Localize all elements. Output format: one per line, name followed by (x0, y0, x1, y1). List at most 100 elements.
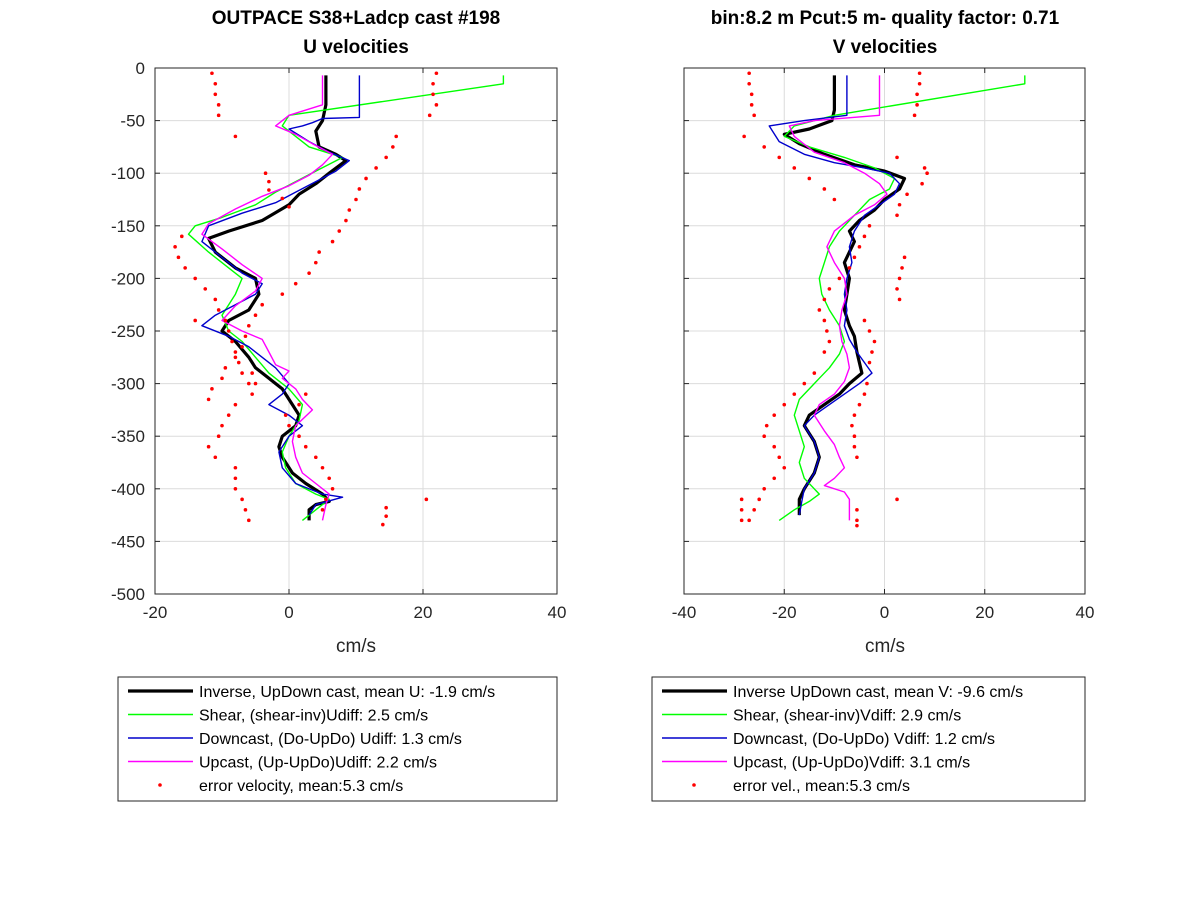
u-error-point (287, 205, 291, 209)
v-legend-label: Shear, (shear-inv)Vdiff: 2.9 cm/s (733, 708, 961, 725)
u-x-tick-label: -20 (143, 603, 168, 622)
v-error-point (862, 392, 867, 396)
u-chart-subtitle: U velocities (303, 37, 409, 58)
u-series-line-1 (187, 75, 505, 521)
u-error-point (303, 444, 308, 449)
v-error-point (852, 444, 857, 449)
u-error-point (324, 497, 328, 502)
u-error-point (210, 71, 214, 76)
v-error-point (857, 402, 862, 407)
u-x-tick-label: 40 (548, 603, 567, 622)
u-y-tick-label: -200 (111, 269, 145, 288)
v-error-point (855, 455, 859, 460)
v-error-point (895, 213, 899, 218)
u-error-point (283, 413, 288, 417)
u-legend-box (117, 676, 558, 802)
v-error-point (867, 360, 872, 365)
v-error-point (857, 245, 862, 249)
v-error-point (822, 187, 827, 191)
u-y-tick-label: -50 (120, 112, 145, 131)
v-error-point (912, 113, 917, 118)
u-error-point (431, 81, 435, 86)
v-legend-label: error vel., mean:5.3 cm/s (733, 778, 910, 795)
u-error-point (364, 176, 368, 181)
v-error-point (897, 276, 902, 281)
u-legend-marker (158, 783, 162, 787)
u-error-point (287, 423, 291, 428)
u-y-tick-label: -400 (111, 480, 145, 499)
u-y-tick-label: -350 (111, 427, 145, 446)
u-x-axis-label: cm/s (336, 636, 376, 657)
u-ticks: -20 0 20 400-50-100-150-200-250-300-350-400… (111, 59, 566, 622)
v-error-point (747, 71, 751, 76)
u-error-point (220, 423, 224, 428)
u-x-tick-label: 20 (414, 603, 433, 622)
u-error-point (233, 476, 238, 481)
v-error-point (777, 455, 782, 460)
u-error-point (193, 318, 197, 323)
v-error-point (862, 234, 867, 239)
v-error-point (749, 103, 754, 107)
u-error-point (320, 508, 325, 512)
u-plot-area: -20 0 20 400-50-100-150-200-250-300-350-400… (111, 59, 566, 622)
v-x-tick-label: 0 (880, 603, 889, 622)
v-error-point (915, 103, 919, 107)
u-error-point (213, 92, 218, 97)
u-error-point (233, 350, 238, 354)
u-error-point (233, 355, 238, 360)
u-error-point (213, 455, 218, 460)
u-error-point (240, 497, 244, 502)
v-error-point (825, 329, 829, 333)
v-error-point (917, 71, 922, 76)
v-legend-box (651, 676, 1086, 802)
v-error-point (827, 287, 832, 291)
u-error-point (173, 245, 177, 249)
u-error-point (216, 434, 221, 439)
v-error-point (852, 434, 857, 439)
v-error-point (832, 197, 837, 202)
u-error-point (213, 81, 218, 86)
u-error-point (247, 323, 251, 328)
v-error-point (747, 81, 751, 86)
v-error-point (762, 434, 766, 439)
v-chart-title: bin:8.2 m Pcut:5 m- quality factor: 0.71 (711, 8, 1060, 29)
v-error-point (895, 155, 899, 160)
v-error-point (807, 176, 812, 181)
u-y-tick-label: -300 (111, 375, 145, 394)
v-error-point (902, 255, 907, 260)
u-error-point (384, 505, 388, 510)
u-error-point (434, 103, 439, 107)
v-error-point (822, 350, 827, 354)
u-error-point (381, 522, 385, 527)
v-error-point (865, 381, 869, 386)
u-error-point (233, 465, 238, 470)
v-error-point (867, 224, 872, 228)
v-error-point (862, 318, 867, 323)
v-error-point (897, 202, 902, 207)
u-error-point (206, 397, 211, 402)
v-error-point (742, 134, 746, 139)
u-y-tick-label: -150 (111, 217, 145, 236)
v-error-point (764, 423, 769, 428)
v-error-point (852, 255, 857, 260)
u-error-point (394, 134, 399, 139)
u-error-point (330, 239, 335, 244)
v-legend-label: Upcast, (Up-UpDo)Vdiff: 3.1 cm/s (733, 755, 970, 772)
v-error-point (792, 166, 797, 170)
u-y-tick-label: -450 (111, 532, 145, 551)
v-error-point (915, 92, 919, 97)
u-legend-label: Inverse, UpDown cast, mean U: -1.9 cm/s (199, 684, 495, 701)
u-error-point (267, 179, 271, 184)
v-velocity-panel: bin:8.2 m Pcut:5 m- quality factor: 0.71… (672, 8, 1095, 657)
u-series-line-0 (207, 75, 348, 521)
u-error-point (233, 402, 238, 407)
u-error-point (320, 465, 325, 470)
u-error-point (293, 281, 298, 286)
v-error-point (752, 113, 756, 118)
u-error-point (327, 476, 332, 481)
v-error-point (802, 381, 807, 386)
v-error-point (895, 287, 899, 291)
u-y-tick-label: 0 (136, 59, 145, 78)
v-error-point (872, 339, 877, 344)
